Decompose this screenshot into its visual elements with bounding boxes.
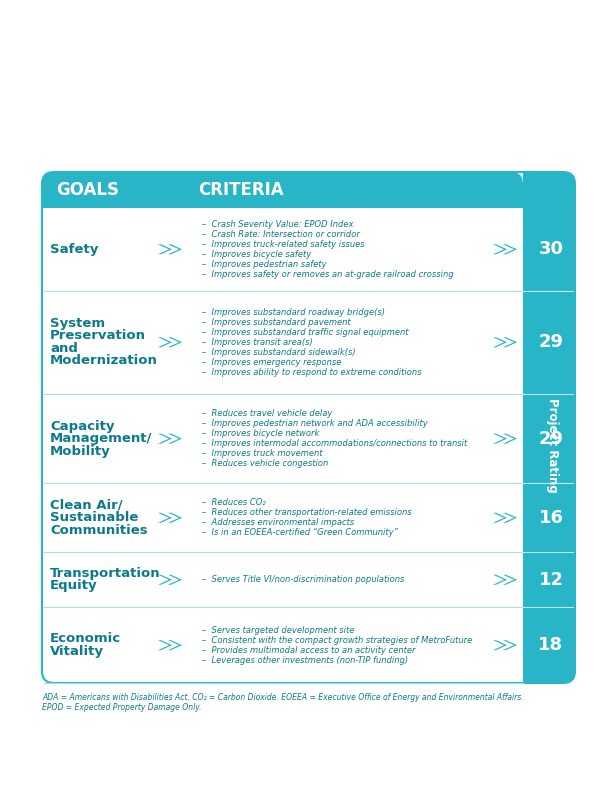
Bar bbox=[42, 190, 523, 208]
Text: –  Improves truck-related safety issues: – Improves truck-related safety issues bbox=[202, 240, 365, 249]
Text: –  Reduces travel vehicle delay: – Reduces travel vehicle delay bbox=[202, 409, 332, 418]
Text: –  Crash Severity Value: EPOD Index: – Crash Severity Value: EPOD Index bbox=[202, 220, 354, 229]
FancyBboxPatch shape bbox=[523, 172, 575, 683]
Polygon shape bbox=[503, 337, 517, 347]
Text: GOALS: GOALS bbox=[56, 181, 119, 199]
Text: 16: 16 bbox=[539, 508, 564, 527]
Text: –  Reduces vehicle congestion: – Reduces vehicle congestion bbox=[202, 459, 328, 468]
Text: Capacity: Capacity bbox=[50, 420, 114, 432]
Text: –  Addresses environmental impacts: – Addresses environmental impacts bbox=[202, 518, 354, 527]
Text: CRITERIA: CRITERIA bbox=[198, 181, 283, 199]
FancyBboxPatch shape bbox=[42, 172, 523, 208]
Text: –  Improves substandard traffic signal equipment: – Improves substandard traffic signal eq… bbox=[202, 328, 408, 337]
Polygon shape bbox=[493, 337, 507, 347]
Text: –  Improves ability to respond to extreme conditions: – Improves ability to respond to extreme… bbox=[202, 367, 422, 377]
Polygon shape bbox=[158, 575, 172, 584]
Polygon shape bbox=[168, 244, 182, 254]
Text: 29: 29 bbox=[539, 429, 564, 447]
Text: –  Serves targeted development site: – Serves targeted development site bbox=[202, 626, 354, 634]
Text: –  Crash Rate: Intersection or corridor: – Crash Rate: Intersection or corridor bbox=[202, 230, 360, 239]
Polygon shape bbox=[158, 512, 172, 523]
Polygon shape bbox=[493, 433, 507, 444]
Polygon shape bbox=[493, 244, 507, 254]
Text: Transportation: Transportation bbox=[50, 567, 160, 580]
Text: Clean Air/: Clean Air/ bbox=[50, 499, 122, 512]
Text: 29: 29 bbox=[539, 333, 564, 351]
Text: Vitality: Vitality bbox=[50, 645, 104, 658]
Bar bbox=[523, 172, 551, 683]
Polygon shape bbox=[503, 512, 517, 523]
Text: Sustainable: Sustainable bbox=[50, 512, 138, 524]
Text: –  Improves emergency response: – Improves emergency response bbox=[202, 358, 341, 367]
Polygon shape bbox=[493, 640, 507, 650]
Text: –  Provides multimodal access to an activity center: – Provides multimodal access to an activ… bbox=[202, 645, 416, 655]
Text: 30: 30 bbox=[539, 240, 564, 258]
Text: Safety: Safety bbox=[50, 243, 99, 256]
Text: –  Leverages other investments (non-TIP funding): – Leverages other investments (non-TIP f… bbox=[202, 656, 408, 664]
Polygon shape bbox=[493, 512, 507, 523]
Polygon shape bbox=[503, 575, 517, 584]
Text: ADA = Americans with Disabilities Act. CO₂ = Carbon Dioxide. EOEEA = Executive O: ADA = Americans with Disabilities Act. C… bbox=[42, 693, 524, 702]
Text: Preservation: Preservation bbox=[50, 329, 146, 342]
Text: –  Improves substandard roadway bridge(s): – Improves substandard roadway bridge(s) bbox=[202, 308, 385, 317]
Polygon shape bbox=[503, 640, 517, 650]
Text: –  Improves intermodal accommodations/connections to transit: – Improves intermodal accommodations/con… bbox=[202, 439, 467, 448]
Text: –  Improves bicycle safety: – Improves bicycle safety bbox=[202, 249, 312, 259]
Text: –  Improves transit area(s): – Improves transit area(s) bbox=[202, 337, 313, 347]
Text: –  Is in an EOEEA-certified “Green Community”: – Is in an EOEEA-certified “Green Commun… bbox=[202, 528, 398, 537]
Text: –  Improves pedestrian safety: – Improves pedestrian safety bbox=[202, 260, 327, 268]
Text: –  Improves safety or removes an at-grade railroad crossing: – Improves safety or removes an at-grade… bbox=[202, 270, 453, 279]
Polygon shape bbox=[158, 244, 172, 254]
Text: Equity: Equity bbox=[50, 580, 98, 592]
Polygon shape bbox=[168, 337, 182, 347]
Text: System: System bbox=[50, 317, 105, 330]
Polygon shape bbox=[158, 640, 172, 650]
Text: EPOD = Expected Property Damage Only.: EPOD = Expected Property Damage Only. bbox=[42, 703, 201, 712]
Text: –  Serves Title VI/non-discrimination populations: – Serves Title VI/non-discrimination pop… bbox=[202, 575, 405, 584]
Text: Project Rating: Project Rating bbox=[547, 398, 559, 493]
Text: –  Reduces CO₂: – Reduces CO₂ bbox=[202, 498, 266, 508]
Polygon shape bbox=[168, 575, 182, 584]
Text: and: and bbox=[50, 342, 78, 355]
Text: –  Improves pedestrian network and ADA accessibility: – Improves pedestrian network and ADA ac… bbox=[202, 419, 428, 428]
Text: Mobility: Mobility bbox=[50, 444, 111, 458]
Text: –  Improves bicycle network: – Improves bicycle network bbox=[202, 429, 319, 438]
Text: –  Reduces other transportation-related emissions: – Reduces other transportation-related e… bbox=[202, 508, 412, 517]
Text: Economic: Economic bbox=[50, 632, 121, 645]
FancyBboxPatch shape bbox=[42, 172, 575, 683]
Polygon shape bbox=[168, 433, 182, 444]
Text: 12: 12 bbox=[539, 571, 564, 588]
Text: 18: 18 bbox=[539, 636, 564, 654]
Text: –  Improves substandard sidewalk(s): – Improves substandard sidewalk(s) bbox=[202, 348, 356, 356]
Text: –  Improves substandard pavement: – Improves substandard pavement bbox=[202, 318, 351, 327]
Text: –  Consistent with the compact growth strategies of MetroFuture: – Consistent with the compact growth str… bbox=[202, 636, 472, 645]
Polygon shape bbox=[493, 575, 507, 584]
Text: Communities: Communities bbox=[50, 524, 147, 537]
Polygon shape bbox=[503, 244, 517, 254]
Polygon shape bbox=[158, 337, 172, 347]
Polygon shape bbox=[168, 512, 182, 523]
Text: Management/: Management/ bbox=[50, 432, 152, 445]
Polygon shape bbox=[168, 640, 182, 650]
Polygon shape bbox=[158, 433, 172, 444]
Text: Modernization: Modernization bbox=[50, 355, 158, 367]
Text: –  Improves truck movement: – Improves truck movement bbox=[202, 449, 323, 458]
Polygon shape bbox=[503, 433, 517, 444]
